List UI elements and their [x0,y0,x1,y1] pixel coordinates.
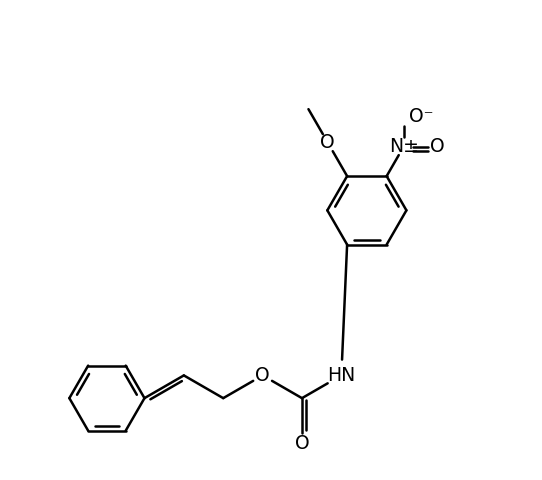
Text: O: O [430,137,444,156]
Text: O: O [320,133,335,152]
Text: O⁻: O⁻ [409,108,433,126]
Text: HN: HN [327,366,356,385]
Text: O: O [295,434,309,453]
Text: N±: N± [389,137,418,156]
Text: O: O [255,366,270,385]
